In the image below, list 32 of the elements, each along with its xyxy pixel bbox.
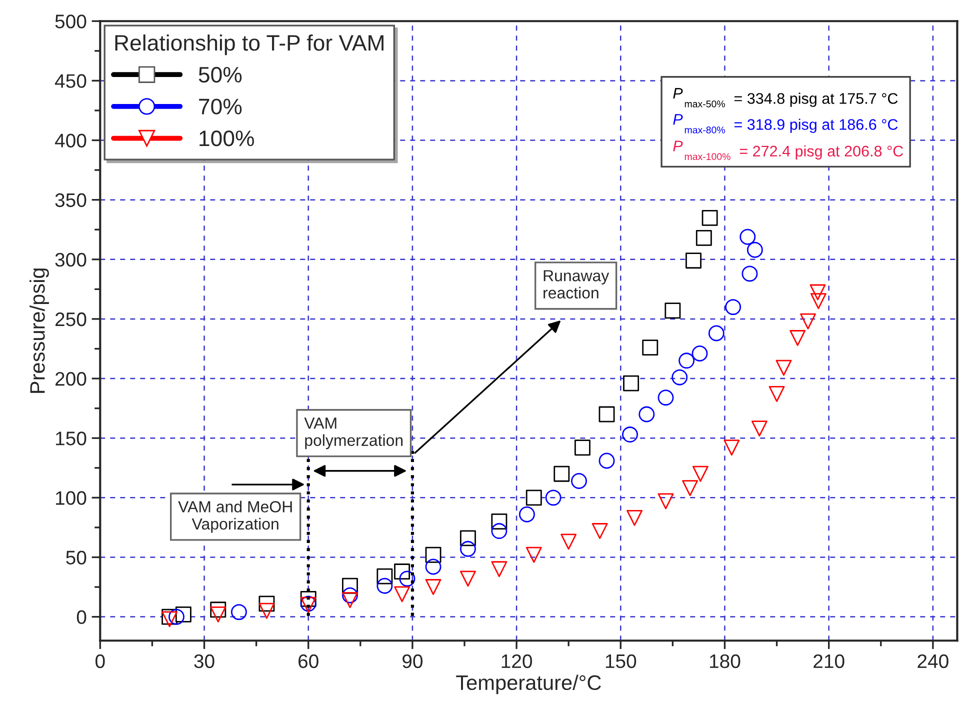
- annotation: VAM polymerzation: [304, 418, 403, 450]
- legend-label: 70%: [199, 98, 242, 114]
- x-tick-label: 90: [402, 654, 422, 668]
- annotation: VAM and MeOH Vaporization: [178, 500, 292, 533]
- annotation: Pmax-50% = 334.8 pisg at 175.7 °C: [673, 88, 898, 108]
- legend-label: 100%: [200, 130, 254, 146]
- y-axis-title: Pressure/psig: [30, 268, 49, 393]
- y-tick-label: 200: [55, 372, 86, 386]
- x-tick-label: 0: [96, 654, 105, 668]
- x-tick-label: 180: [710, 654, 740, 668]
- y-tick-label: 100: [56, 491, 86, 505]
- y-tick-label: 0: [76, 610, 86, 624]
- x-tick-label: 120: [502, 654, 532, 668]
- x-tick-label: 60: [298, 654, 318, 668]
- legend-title: Relationship to T-P for VAM: [115, 34, 384, 56]
- legend-label: 50%: [198, 66, 242, 83]
- x-tick-label: 240: [918, 654, 948, 668]
- y-tick-label: 450: [54, 74, 86, 88]
- y-tick-label: 50: [66, 550, 86, 564]
- y-tick-label: 500: [55, 14, 86, 28]
- y-tick-label: 150: [56, 432, 86, 446]
- y-tick-label: 300: [55, 252, 86, 267]
- y-tick-label: 400: [54, 134, 86, 148]
- annotation: Runaway reaction: [544, 270, 610, 299]
- y-tick-label: 250: [55, 312, 86, 326]
- x-tick-label: 210: [814, 654, 844, 668]
- annotation: Pmax-100% = 272.4 pisg at 206.8 °C: [673, 140, 904, 160]
- x-axis-title: Temperature/°C: [456, 674, 601, 694]
- x-tick-label: 150: [606, 654, 636, 668]
- x-tick-label: 30: [194, 654, 214, 668]
- annotation: Pmax-80% = 318.9 pisg at 186.6 °C: [673, 114, 898, 134]
- y-tick-label: 350: [55, 193, 86, 208]
